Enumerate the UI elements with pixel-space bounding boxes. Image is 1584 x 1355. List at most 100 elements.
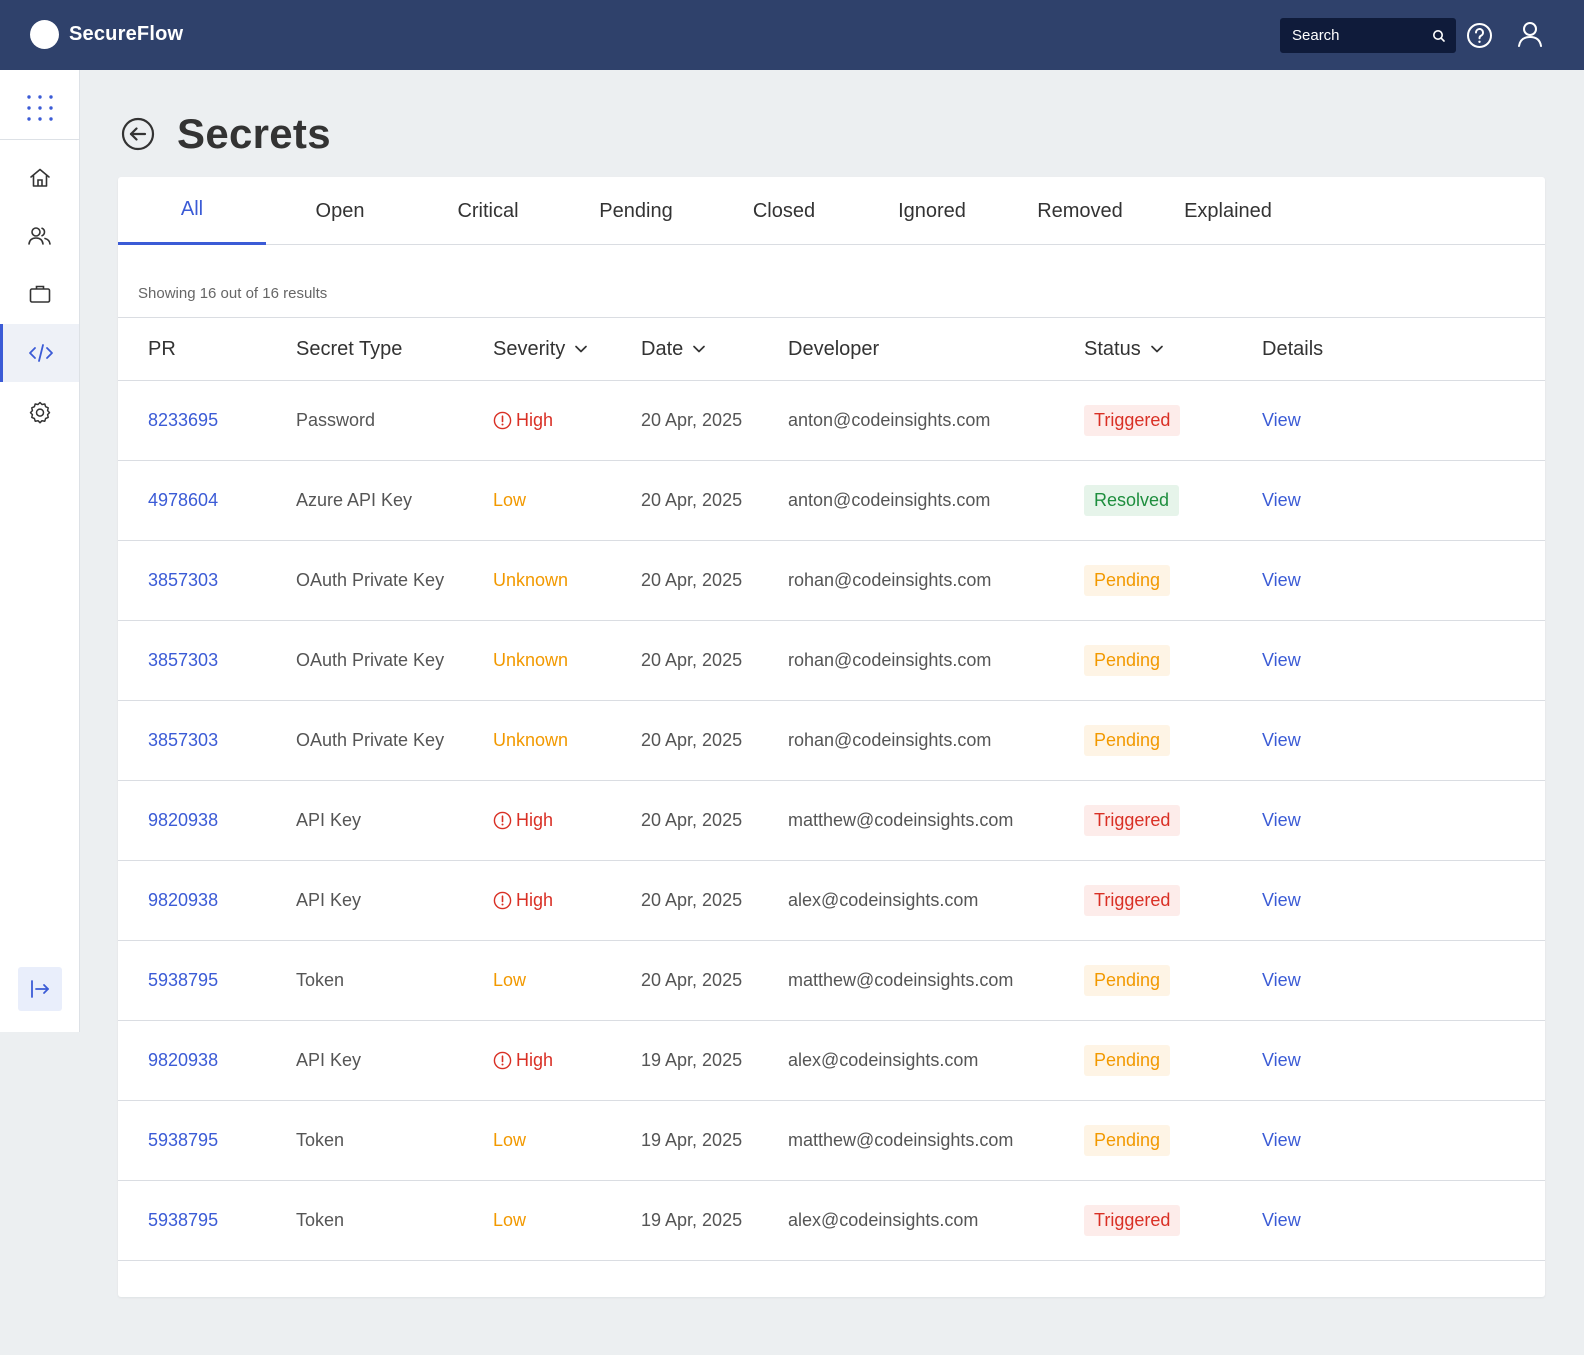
column-header-status[interactable]: Status: [1084, 318, 1165, 380]
severity-label: Unknown: [493, 541, 568, 620]
status-badge: Triggered: [1084, 1205, 1181, 1236]
pr-link[interactable]: 5938795: [148, 1101, 218, 1180]
pr-number[interactable]: 9820938: [148, 890, 219, 910]
tab-pending[interactable]: Pending: [599, 199, 673, 222]
view-link[interactable]: View: [1262, 970, 1301, 990]
severity-label: High: [493, 381, 553, 460]
pr-number[interactable]: 3857303: [148, 570, 219, 590]
pr-link[interactable]: 3857303: [148, 701, 218, 780]
tab-removed[interactable]: Removed: [1037, 199, 1123, 222]
developer-email: rohan@codeinsights.com: [788, 570, 992, 590]
apps-grid-button[interactable]: [0, 70, 79, 140]
view-link[interactable]: View: [1262, 890, 1301, 910]
sidebar: [0, 70, 80, 1032]
sidebar-item-code[interactable]: [0, 324, 79, 382]
tab-ignored[interactable]: Ignored: [898, 199, 966, 222]
table-row: 9820938 API Key High 20 Apr, 2025 alex@codei…: [118, 861, 1545, 941]
logout-button[interactable]: [18, 967, 62, 1011]
pr-number[interactable]: 8233695: [148, 410, 219, 430]
pr-link[interactable]: 9820938: [148, 861, 218, 940]
sidebar-item-home[interactable]: [0, 149, 79, 207]
status-cell: Pending: [1084, 701, 1171, 780]
column-label: PR: [148, 337, 176, 360]
status-cell: Triggered: [1084, 381, 1181, 460]
pr-link[interactable]: 3857303: [148, 541, 218, 620]
pr-number[interactable]: 5938795: [148, 1210, 219, 1230]
view-link[interactable]: View: [1262, 810, 1301, 830]
users-icon: [27, 227, 51, 245]
pr-number[interactable]: 5938795: [148, 970, 219, 990]
pr-link[interactable]: 4978604: [148, 461, 218, 540]
view-link[interactable]: View: [1262, 1130, 1301, 1150]
tab-all[interactable]: All: [118, 177, 266, 245]
developer-email: matthew@codeinsights.com: [788, 970, 1014, 990]
pr-link[interactable]: 5938795: [148, 941, 218, 1020]
table-row: 9820938 API Key High 19 Apr, 2025 alex@codei…: [118, 1021, 1545, 1101]
tab-open[interactable]: Open: [315, 199, 365, 222]
sidebar-item-settings[interactable]: [0, 383, 79, 441]
developer-email: alex@codeinsights.com: [788, 890, 979, 910]
table-row: 8233695 Password High 20 Apr, 2025 anton@cod…: [118, 381, 1545, 461]
view-link[interactable]: View: [1262, 410, 1301, 430]
search-box[interactable]: [1280, 18, 1456, 53]
status-cell: Pending: [1084, 941, 1171, 1020]
help-icon[interactable]: [1466, 22, 1493, 49]
sidebar-item-users[interactable]: [0, 207, 79, 265]
sidebar-item-projects[interactable]: [0, 265, 79, 323]
table-row: 5938795 Token Low 20 Apr, 2025 matthew@codei…: [118, 941, 1545, 1021]
back-arrow-icon[interactable]: [120, 116, 156, 152]
results-count: Showing 16 out of 16 results: [138, 285, 328, 302]
pr-link[interactable]: 9820938: [148, 1021, 218, 1100]
status-badge: Pending: [1084, 645, 1171, 676]
view-link[interactable]: View: [1262, 490, 1301, 510]
view-link[interactable]: View: [1262, 1210, 1301, 1230]
severity-label: Low: [493, 1101, 526, 1180]
table-row: 5938795 Token Low 19 Apr, 2025 matthew@codei…: [118, 1101, 1545, 1181]
home-icon: [29, 168, 50, 187]
status-cell: Pending: [1084, 1021, 1171, 1100]
pr-link[interactable]: 5938795: [148, 1181, 218, 1260]
pr-link[interactable]: 8233695: [148, 381, 218, 460]
column-header-severity[interactable]: Severity: [493, 318, 589, 380]
pr-number[interactable]: 9820938: [148, 810, 219, 830]
status-badge: Triggered: [1084, 405, 1181, 436]
tab-critical[interactable]: Critical: [457, 199, 519, 222]
pr-number[interactable]: 9820938: [148, 1050, 219, 1070]
developer-email: alex@codeinsights.com: [788, 1050, 979, 1070]
view-link[interactable]: View: [1262, 730, 1301, 750]
code-icon: [29, 344, 53, 362]
search-icon[interactable]: [1431, 28, 1447, 44]
user-icon[interactable]: [1516, 20, 1544, 48]
severity-text: High: [516, 1050, 554, 1070]
page-header: Secrets: [120, 110, 331, 158]
tab-explained[interactable]: Explained: [1184, 199, 1272, 222]
pr-number[interactable]: 4978604: [148, 490, 219, 510]
tab-closed[interactable]: Closed: [752, 199, 816, 222]
view-link[interactable]: View: [1262, 1050, 1301, 1070]
pr-link[interactable]: 9820938: [148, 781, 218, 860]
developer-email: anton@codeinsights.com: [788, 410, 991, 430]
date: 20 Apr, 2025: [641, 810, 743, 830]
status-badge: Pending: [1084, 725, 1171, 756]
settings-icon: [29, 401, 50, 424]
severity-label: Unknown: [493, 701, 568, 780]
brand[interactable]: SecureFlow: [30, 20, 183, 49]
column-label: Details: [1262, 337, 1324, 360]
search-input[interactable]: [1281, 19, 1427, 52]
developer-email: matthew@codeinsights.com: [788, 1130, 1014, 1150]
developer-email: matthew@codeinsights.com: [788, 810, 1014, 830]
view-link[interactable]: View: [1262, 570, 1301, 590]
pr-number[interactable]: 5938795: [148, 1130, 219, 1150]
view-link[interactable]: View: [1262, 650, 1301, 670]
pr-number[interactable]: 3857303: [148, 730, 219, 750]
date: 19 Apr, 2025: [641, 1210, 743, 1230]
pr-link[interactable]: 3857303: [148, 621, 218, 700]
pr-number[interactable]: 3857303: [148, 650, 219, 670]
table-row: 3857303 OAuth Private Key Unknown 20 Apr, 2…: [118, 621, 1545, 701]
column-header-date[interactable]: Date: [641, 318, 707, 380]
status-badge: Pending: [1084, 965, 1171, 996]
brand-logo-icon: [30, 20, 59, 49]
severity-text: Low: [493, 1210, 527, 1230]
secret-type: Token: [296, 1210, 345, 1230]
status-cell: Pending: [1084, 541, 1171, 620]
